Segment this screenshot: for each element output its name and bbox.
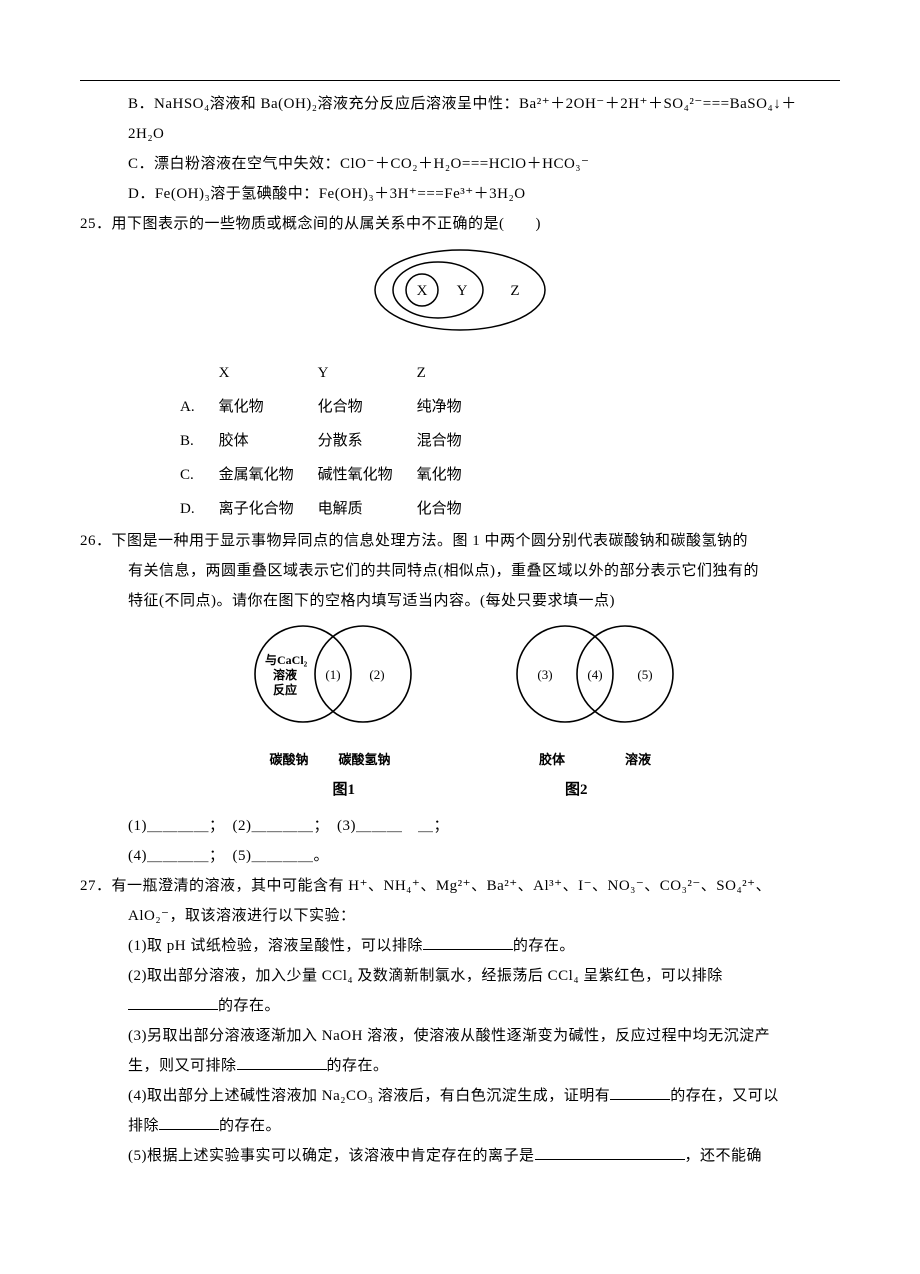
q26-num: 26． [80,533,112,549]
blank [610,1086,670,1101]
q27-p3b: 生，则又可排除 的存在。 [80,1051,840,1081]
svg-text:(3): (3) [537,667,552,682]
th-z: Z [417,356,486,390]
q27-num: 27． [80,878,112,894]
q27-line2: AlO₂⁻，取该溶液进行以下实验： [80,901,840,931]
q25-num: 25． [80,216,112,232]
opt-b-line2: 2H₂O [80,119,840,149]
q27-p1: (1)取 pH 试纸检验，溶液呈酸性，可以排除 的存在。 [80,931,840,961]
th-y: Y [318,356,417,390]
top-rule [80,80,840,81]
svg-text:(1): (1) [325,667,340,682]
q27-p1a: (1)取 pH 试纸检验，溶液呈酸性，可以排除 [128,938,423,954]
q25-stem-text: 用下图表示的一些物质或概念间的从属关系中不正确的是( ) [112,216,542,232]
q26-captions: 图1 图2 [80,775,840,805]
q27-p4a-text: (4)取出部分上述碱性溶液加 Na₂CO₃ 溶液后，有白色沉淀生成，证明有 [128,1088,610,1104]
table-row: C.金属氧化物碱性氧化物氧化物 [180,458,486,492]
venn2: (3) (4) (5) 胶体 溶液 [495,624,695,773]
svg-text:与CaCl₂: 与CaCl₂ [265,653,308,667]
q25-stem: 25．用下图表示的一些物质或概念间的从属关系中不正确的是( ) [80,209,840,239]
venn1: 与CaCl₂ 溶液 反应 (1) (2) 碳酸钠 碳酸氢钠 [225,624,435,773]
q26-line3: 特征(不同点)。请你在图下的空格内填写适当内容。(每处只要求填一点) [80,586,840,616]
q26-diagrams: 与CaCl₂ 溶液 反应 (1) (2) 碳酸钠 碳酸氢钠 (3) (4) (5… [80,624,840,773]
blank [159,1116,219,1131]
v1-right-label: 碳酸氢钠 [339,747,391,773]
venn-z: Z [510,283,519,299]
q27-p4a: (4)取出部分上述碱性溶液加 Na₂CO₃ 溶液后，有白色沉淀生成，证明有 的存在… [80,1081,840,1111]
q26-fill1: (1)＿＿＿＿； (2)＿＿＿＿； (3)＿＿＿ ＿； [80,811,840,841]
q27-p2b-text: 的存在。 [218,998,280,1014]
caption2: 图2 [565,775,588,805]
blank [423,936,513,951]
q27-line1: 27．有一瓶澄清的溶液，其中可能含有 H⁺、NH₄⁺、Mg²⁺、Ba²⁺、Al³… [80,871,840,901]
blank [237,1056,327,1071]
q27-p4c-text: 排除 [128,1118,159,1134]
q27-p4b: 的存在，又可以 [670,1088,779,1104]
blank [128,996,218,1011]
q27-p4d: 的存在。 [219,1118,281,1134]
blank [535,1146,685,1161]
q27-p3a: (3)另取出部分溶液逐渐加入 NaOH 溶液，使溶液从酸性逐渐变为碱性，反应过程… [80,1021,840,1051]
v1-left-label: 碳酸钠 [269,747,308,773]
svg-text:反应: 反应 [273,682,297,697]
q27-stem1: 有一瓶澄清的溶液，其中可能含有 H⁺、NH₄⁺、Mg²⁺、Ba²⁺、Al³⁺、I… [112,878,772,894]
opt-d: D．Fe(OH)₃溶于氢碘酸中：Fe(OH)₃＋3H⁺===Fe³⁺＋3H₂O [80,179,840,209]
svg-text:溶液: 溶液 [273,667,297,682]
q26-stem1: 下图是一种用于显示事物异同点的信息处理方法。图 1 中两个圆分别代表碳酸钠和碳酸… [112,533,749,549]
table-row: B.胶体分散系混合物 [180,424,486,458]
q27-p4c: 排除 的存在。 [80,1111,840,1141]
table-row: A.氧化物化合物纯净物 [180,390,486,424]
q27-p5b: ，还不能确 [685,1148,763,1164]
table-row: D.离子化合物电解质化合物 [180,492,486,526]
q27-p2b: 的存在。 [80,991,840,1021]
q26-line2: 有关信息，两圆重叠区域表示它们的共同特点(相似点)，重叠区域以外的部分表示它们独… [80,556,840,586]
v2-left-label: 胶体 [539,747,565,773]
svg-text:(4): (4) [587,667,602,682]
opt-c: C．漂白粉溶液在空气中失效：ClO⁻＋CO₂＋H₂O===HClO＋HCO₃⁻ [80,149,840,179]
q27-p5a: (5)根据上述实验事实可以确定，该溶液中肯定存在的离子是 [128,1148,535,1164]
th-x: X [219,356,318,390]
q26-line1: 26．下图是一种用于显示事物异同点的信息处理方法。图 1 中两个圆分别代表碳酸钠… [80,526,840,556]
q27-p3b-text: 生，则又可排除 [128,1058,237,1074]
svg-text:(2): (2) [369,667,384,682]
q27-p1b: 的存在。 [513,938,575,954]
q26-fill2: (4)＿＿＿＿； (5)＿＿＿＿。 [80,841,840,871]
v2-right-label: 溶液 [625,747,651,773]
venn-x: X [417,283,428,299]
svg-text:(5): (5) [637,667,652,682]
q27-p3c: 的存在。 [327,1058,389,1074]
q25-table: X Y Z A.氧化物化合物纯净物 B.胶体分散系混合物 C.金属氧化物碱性氧化… [180,356,486,526]
q27-p5: (5)根据上述实验事实可以确定，该溶液中肯定存在的离子是 ，还不能确 [80,1141,840,1171]
th-blank [180,356,219,390]
opt-b-line1: B．NaHSO₄溶液和 Ba(OH)₂溶液充分反应后溶液呈中性：Ba²⁺＋2OH… [80,89,840,119]
venn-y: Y [457,283,468,299]
q25-diagram: X Y Z [80,245,840,346]
q27-p2a: (2)取出部分溶液，加入少量 CCl₄ 及数滴新制氯水，经振荡后 CCl₄ 呈紫… [80,961,840,991]
caption1: 图1 [332,775,355,805]
